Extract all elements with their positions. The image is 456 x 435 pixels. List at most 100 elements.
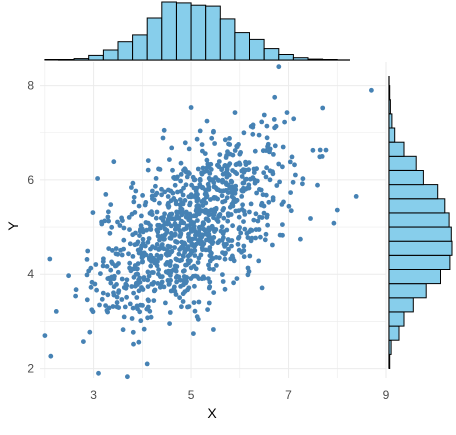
scatter-point (140, 258, 145, 264)
scatter-point (180, 210, 186, 216)
scatter-point (131, 290, 137, 296)
scatter-point (195, 260, 201, 265)
scatter-point (317, 147, 323, 153)
scatter-point (148, 263, 154, 269)
y-histogram-bar (388, 99, 391, 115)
scatter-point (205, 276, 211, 281)
scatter-point (185, 244, 191, 250)
scatter-point (160, 135, 166, 141)
scatter-point (227, 136, 232, 141)
scatter-point (191, 185, 197, 191)
y-histogram-bar (388, 212, 450, 228)
scatter-point (192, 283, 197, 289)
scatter-point (145, 269, 151, 275)
scatter-point (189, 229, 194, 234)
scatter-point (137, 309, 143, 315)
scatter-point (320, 105, 326, 111)
scatter-point (145, 277, 151, 283)
scatter-point (92, 281, 98, 287)
scatter-point (97, 302, 102, 308)
scatter-point (252, 148, 258, 154)
scatter-point (224, 195, 230, 201)
scatter-point (145, 158, 151, 164)
scatter-point (208, 207, 214, 213)
scatter-point (105, 292, 111, 298)
scatter-point (182, 140, 188, 146)
x-histogram-bar (190, 4, 207, 61)
scatter-point (258, 187, 264, 193)
scatter-point (288, 190, 293, 196)
scatter-point (178, 178, 184, 184)
scatter-point (172, 231, 178, 237)
scatter-point (196, 299, 202, 305)
scatter-point (289, 154, 295, 160)
y-tick-label: 6 (27, 173, 34, 187)
scatter-point (100, 259, 106, 264)
scatter-point (179, 304, 184, 310)
scatter-point (200, 148, 205, 154)
scatter-point (193, 266, 199, 272)
scatter-point (166, 187, 171, 193)
scatter-point (179, 218, 185, 224)
scatter-point (239, 194, 245, 199)
x-histogram-bar (322, 59, 338, 61)
scatter-point (236, 214, 242, 220)
scatter-point (229, 243, 234, 249)
scatter-point (194, 136, 200, 142)
scatter-point (126, 251, 131, 257)
scatter-point (168, 273, 173, 278)
scatter-point (280, 222, 285, 228)
scatter-point (95, 176, 100, 181)
x-histogram-bar (307, 58, 324, 61)
scatter-point (186, 234, 191, 240)
scatter-point (133, 230, 138, 236)
y-histogram-bar (388, 311, 405, 327)
scatter-point (85, 248, 91, 254)
scatter-point (197, 182, 203, 188)
scatter-point (152, 287, 158, 293)
y-histogram-bar (388, 170, 424, 186)
scatter-point (221, 215, 227, 221)
scatter-point (236, 234, 242, 240)
scatter-point (146, 236, 152, 241)
scatter-point (207, 253, 213, 258)
scatter-point (127, 241, 133, 247)
scatter-point (247, 253, 253, 259)
scatter-point (236, 160, 242, 166)
scatter-point (48, 353, 54, 359)
x-histogram-bar (278, 54, 294, 61)
scatter-point (231, 258, 237, 264)
scatter-point (211, 267, 216, 272)
scatter-point (258, 234, 263, 240)
x-histogram-bar (44, 59, 75, 61)
y-tick-labels: 2 4 6 8 (27, 79, 34, 376)
scatter-point (274, 183, 280, 188)
scatter-point (197, 128, 203, 134)
scatter-point (265, 141, 271, 147)
scatter-point (178, 172, 184, 177)
scatter-point (220, 250, 225, 256)
scatter-point (191, 300, 197, 305)
scatter-point (183, 182, 189, 188)
scatter-point (204, 157, 210, 163)
x-tick-label: 9 (383, 388, 390, 402)
scatter-point (184, 275, 190, 280)
scatter-point (191, 331, 196, 336)
scatter-point (139, 213, 144, 219)
scatter-point (210, 239, 216, 245)
y-histogram-bar (388, 325, 400, 341)
scatter-point (122, 304, 128, 310)
scatter-point (186, 194, 192, 200)
scatter-point (146, 298, 152, 304)
scatter-point (220, 272, 225, 277)
scatter-point (216, 159, 222, 164)
scatter-point (141, 277, 147, 282)
y-histogram-bar (388, 198, 446, 214)
scatter-point (298, 236, 303, 242)
scatter-point (165, 243, 171, 249)
scatter-point (261, 210, 267, 216)
scatter-point (153, 192, 158, 198)
scatter-point (119, 297, 125, 302)
scatter-point (284, 110, 290, 115)
scatter-point (164, 247, 170, 253)
